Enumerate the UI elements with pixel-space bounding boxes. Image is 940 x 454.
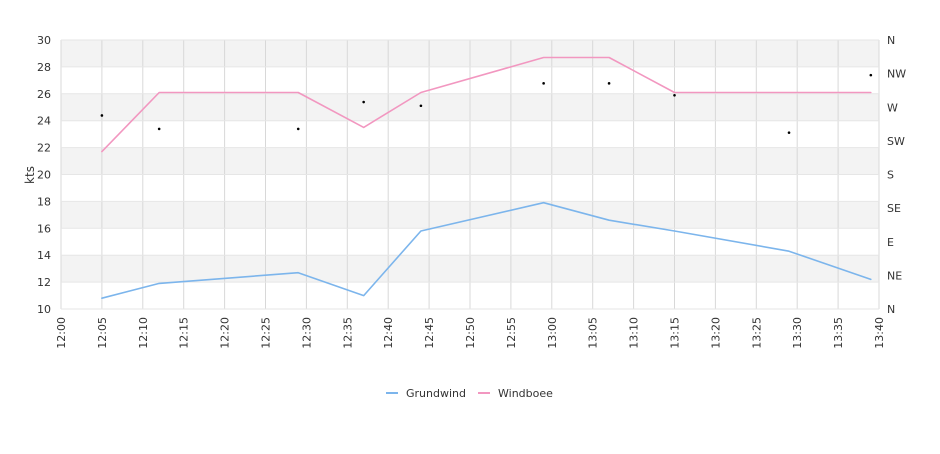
legend-item-grundwind: Grundwind <box>386 387 466 400</box>
x-tick-label: 12:35 <box>341 317 354 349</box>
x-tick-label: 13:25 <box>750 317 763 349</box>
direction-points <box>100 73 873 134</box>
y-tick-label: 30 <box>37 34 51 47</box>
series-line-windboee <box>101 56 872 153</box>
y-tick-label: 24 <box>37 115 51 128</box>
x-tick-label: 12:00 <box>55 317 68 349</box>
legend-label: Grundwind <box>406 387 466 400</box>
direction-point <box>607 82 611 85</box>
x-tick-label: 13:30 <box>791 317 804 349</box>
y2-tick-label: E <box>887 236 894 249</box>
x-tick-label: 12:55 <box>505 317 518 349</box>
legend-item-windboee: Windboee <box>478 387 553 400</box>
x-tick-label: 12:50 <box>464 317 477 349</box>
direction-point <box>157 127 161 131</box>
y-tick-label: 10 <box>37 303 51 316</box>
direction-point <box>673 93 676 97</box>
x-tick-label: 13:20 <box>709 317 722 349</box>
y2-tick-label: N <box>887 303 895 316</box>
y2-tick-label: S <box>887 169 894 182</box>
series-lines <box>101 56 872 300</box>
x-axis-ticks: 12:00 12:05 12:10 12:15 12:20 12:25 12:30 12:35… <box>55 317 886 349</box>
direction-point <box>787 131 791 134</box>
x-tick-label: 12:40 <box>382 317 395 349</box>
x-tick-label: 12:25 <box>260 317 273 349</box>
y-tick-label: 16 <box>37 222 51 235</box>
y-tick-label: 26 <box>37 88 51 101</box>
y2-tick-label: NW <box>887 68 906 81</box>
y2-axis-ticks: N NE E SE S SW W NW N <box>887 34 906 316</box>
x-tick-label: 13:10 <box>628 317 641 349</box>
x-tick-label: 12:10 <box>137 317 150 349</box>
x-tick-label: 13:35 <box>832 317 845 349</box>
y-tick-label: 18 <box>37 195 51 208</box>
direction-point <box>362 100 365 104</box>
x-tick-label: 12:20 <box>219 317 232 349</box>
y2-tick-label: W <box>887 101 898 114</box>
y2-tick-label: NE <box>887 269 902 282</box>
y-tick-label: 14 <box>37 249 51 262</box>
y2-tick-label: SW <box>887 135 905 148</box>
legend: Grundwind Windboee <box>386 387 553 400</box>
y-tick-label: 12 <box>37 276 51 289</box>
x-tick-label: 13:05 <box>587 317 600 349</box>
x-tick-label: 13:00 <box>546 317 559 349</box>
x-tick-label: 12:05 <box>96 317 109 349</box>
x-tick-label: 12:45 <box>423 317 436 349</box>
x-tick-label: 12:30 <box>300 317 313 349</box>
y-axis-label: kts <box>23 166 37 184</box>
direction-point <box>100 114 104 117</box>
direction-point <box>542 82 545 85</box>
direction-point <box>296 127 300 131</box>
x-tick-label: 12:15 <box>178 317 191 349</box>
direction-point <box>419 104 423 108</box>
grid-lines <box>60 39 880 310</box>
x-tick-label: 13:40 <box>873 317 886 349</box>
x-tick-label: 13:15 <box>669 317 682 349</box>
y-tick-label: 20 <box>37 169 51 182</box>
y2-tick-label: N <box>887 34 895 47</box>
y2-tick-label: SE <box>887 202 901 215</box>
series-line-grundwind <box>101 201 872 300</box>
direction-point <box>869 73 873 77</box>
legend-label: Windboee <box>498 387 553 400</box>
y-tick-label: 22 <box>37 142 51 155</box>
y-axis-ticks: 10 12 14 16 18 20 22 24 26 28 30 <box>37 34 51 316</box>
y-tick-label: 28 <box>37 61 51 74</box>
